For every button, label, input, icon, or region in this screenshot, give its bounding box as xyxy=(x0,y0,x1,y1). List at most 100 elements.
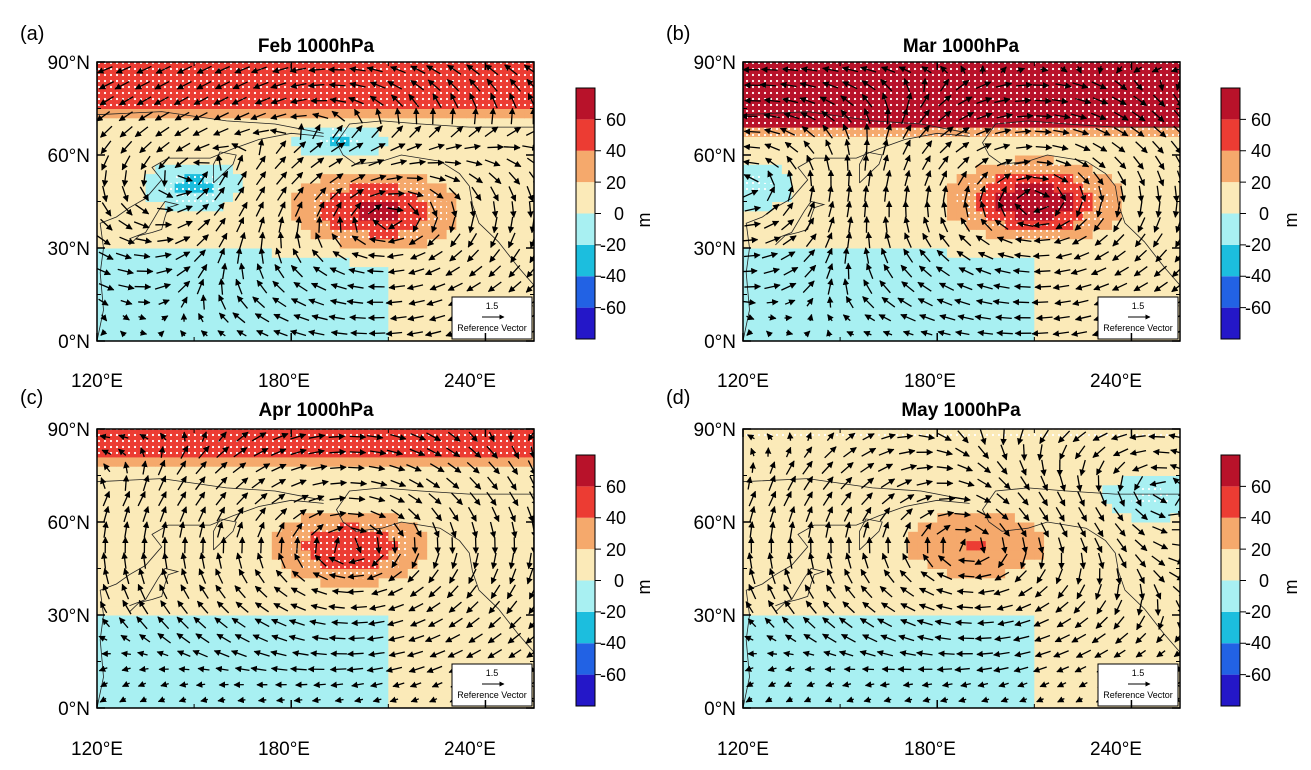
anomaly-cell xyxy=(524,117,534,128)
stipple-cell xyxy=(252,62,263,72)
anomaly-cell xyxy=(262,633,273,644)
stipple-cell xyxy=(966,182,977,193)
anomaly-cell xyxy=(514,164,525,175)
anomaly-cell xyxy=(995,248,1006,258)
anomaly-cell xyxy=(995,145,1006,156)
stipple-cell xyxy=(349,136,360,147)
anomaly-cell xyxy=(320,313,331,323)
stipple-cell xyxy=(116,71,127,82)
wind-vector xyxy=(290,113,307,120)
anomaly-cell xyxy=(485,220,496,230)
anomaly-cell xyxy=(781,192,793,202)
anomaly-cell xyxy=(1160,266,1171,277)
anomaly-cell xyxy=(1005,322,1016,333)
anomaly-cell xyxy=(446,145,457,156)
anomaly-cell xyxy=(300,210,312,221)
anomaly-cell xyxy=(762,145,773,156)
anomaly-cell xyxy=(995,229,1006,240)
anomaly-cell xyxy=(801,294,812,305)
stipple-cell xyxy=(869,89,880,100)
anomaly-cell xyxy=(1141,220,1152,230)
wind-vector xyxy=(329,298,347,305)
anomaly-cell xyxy=(927,164,938,175)
stipple-cell xyxy=(514,71,525,82)
wind-vector xyxy=(919,313,935,322)
wind-vector xyxy=(506,158,522,168)
anomaly-cell xyxy=(417,108,428,119)
stipple-cell xyxy=(1005,210,1016,221)
stipple-cell xyxy=(791,99,802,109)
anomaly-cell xyxy=(252,294,263,305)
stipple-cell xyxy=(810,127,822,137)
anomaly-cell xyxy=(116,313,127,323)
wind-vector xyxy=(369,189,386,197)
anomaly-cell xyxy=(262,322,273,333)
reference-magnitude: 1.5 xyxy=(1132,301,1145,311)
stipple-cell xyxy=(1024,164,1035,175)
stipple-cell xyxy=(281,99,292,109)
anomaly-cell xyxy=(281,155,292,165)
stipple-cell xyxy=(1034,201,1045,212)
anomaly-cell xyxy=(781,303,793,314)
anomaly-cell xyxy=(436,257,448,268)
anomaly-cell xyxy=(1160,229,1171,240)
anomaly-cell xyxy=(1082,285,1094,295)
wind-vector xyxy=(351,125,363,139)
anomaly-cell xyxy=(398,605,409,616)
anomaly-cell xyxy=(223,192,234,202)
wind-vector xyxy=(938,282,955,291)
wind-vector xyxy=(783,266,799,276)
stipple-cell xyxy=(106,99,117,109)
anomaly-cell xyxy=(436,680,448,690)
anomaly-cell xyxy=(995,294,1006,305)
wind-vector xyxy=(975,298,993,305)
anomaly-cell xyxy=(485,145,496,156)
anomaly-cell xyxy=(1082,136,1094,147)
anomaly-cell xyxy=(908,229,919,240)
anomaly-cell xyxy=(184,164,195,175)
anomaly-cell xyxy=(840,164,851,175)
stipple-cell xyxy=(878,71,890,82)
anomaly-cell xyxy=(446,127,457,137)
colorbar-label-20: 20 xyxy=(1251,173,1271,193)
anomaly-cell xyxy=(213,313,224,323)
anomaly-cell xyxy=(791,331,802,341)
wind-vector xyxy=(763,267,780,274)
anomaly-cell xyxy=(368,164,380,175)
anomaly-cell xyxy=(232,229,244,240)
wind-vector xyxy=(879,280,891,294)
wind-vector xyxy=(195,203,210,215)
stipple-cell xyxy=(917,71,929,82)
anomaly-cell xyxy=(359,596,370,607)
anomaly-cell xyxy=(184,698,195,708)
anomaly-cell xyxy=(495,136,506,147)
stipple-cell xyxy=(524,99,534,109)
anomaly-cell xyxy=(378,266,389,277)
anomaly-cell xyxy=(1044,303,1055,314)
anomaly-cell xyxy=(407,624,418,635)
anomaly-cell xyxy=(917,136,929,147)
stipple-cell xyxy=(349,220,360,230)
wind-vector xyxy=(234,66,250,74)
anomaly-cell xyxy=(145,117,156,128)
stipple-cell xyxy=(937,117,948,128)
anomaly-cell xyxy=(524,210,534,221)
anomaly-cell xyxy=(203,238,215,249)
anomaly-cell xyxy=(349,117,360,128)
anomaly-cell xyxy=(946,145,958,156)
anomaly-cell xyxy=(271,220,283,230)
anomaly-cell xyxy=(1005,145,1016,156)
stipple-cell xyxy=(888,127,899,137)
anomaly-cell xyxy=(106,210,117,221)
stipple-cell xyxy=(320,71,331,82)
anomaly-cell xyxy=(126,313,137,323)
anomaly-cell xyxy=(446,136,457,147)
anomaly-cell xyxy=(1014,155,1026,165)
stipple-cell xyxy=(781,71,793,82)
anomaly-cell xyxy=(330,257,341,268)
anomaly-cell xyxy=(475,145,486,156)
stipple-cell xyxy=(869,71,880,82)
stipple-cell xyxy=(801,89,812,100)
anomaly-cell xyxy=(1073,322,1084,333)
stipple-cell xyxy=(1082,80,1094,91)
